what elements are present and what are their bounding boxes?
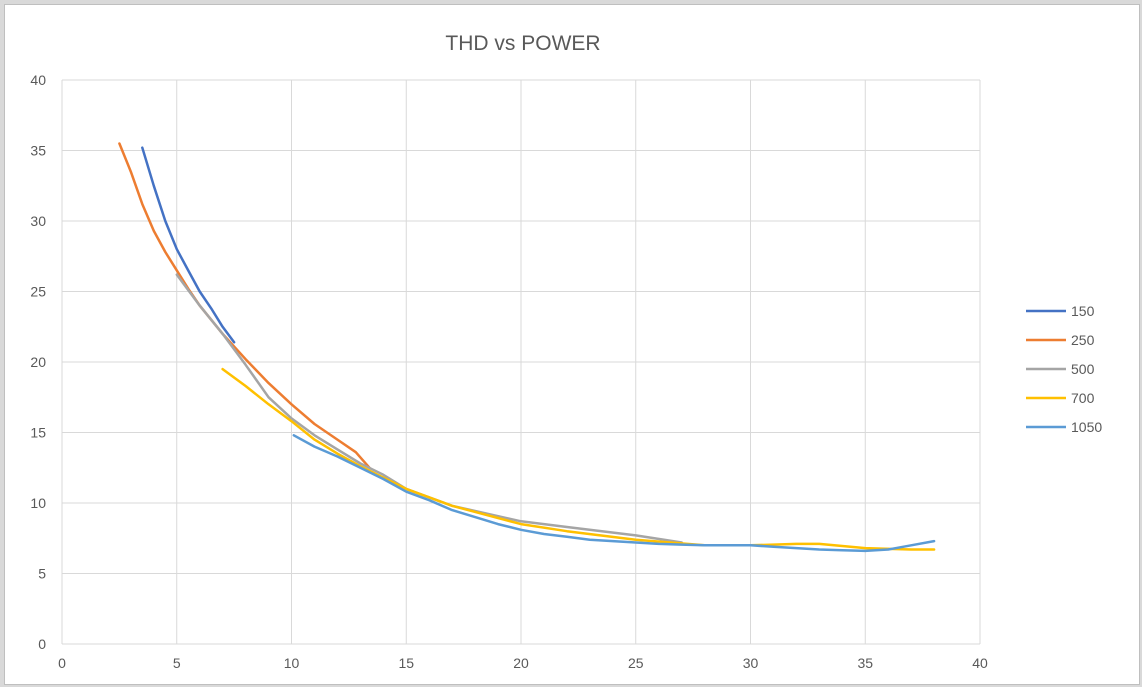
y-tick-label: 15 xyxy=(30,425,46,441)
chart-title: THD vs POWER xyxy=(445,32,600,55)
y-axis-ticks: 0 5 10 15 20 25 30 35 40 xyxy=(30,72,46,652)
x-tick-label: 25 xyxy=(628,655,644,671)
series-lines xyxy=(118,142,936,553)
y-tick-label: 0 xyxy=(38,636,46,652)
series-line-500 xyxy=(175,273,683,544)
y-tick-label: 30 xyxy=(30,213,46,229)
series-line-1050 xyxy=(292,434,936,553)
x-tick-label: 0 xyxy=(58,655,66,671)
legend-label-250: 250 xyxy=(1071,332,1095,348)
y-tick-label: 10 xyxy=(30,495,46,511)
legend: 150 250 500 700 1050 xyxy=(1026,303,1102,435)
legend-label-700: 700 xyxy=(1071,390,1095,406)
x-tick-label: 35 xyxy=(857,655,873,671)
x-axis-ticks: 0 5 10 15 20 25 30 35 40 xyxy=(58,655,988,671)
chart-frame xyxy=(4,4,1140,685)
x-tick-label: 20 xyxy=(513,655,529,671)
y-tick-label: 40 xyxy=(30,72,46,88)
x-tick-label: 15 xyxy=(398,655,414,671)
y-tick-label: 20 xyxy=(30,354,46,370)
series-line-700 xyxy=(221,367,936,551)
series-line-150 xyxy=(141,146,236,344)
x-tick-label: 40 xyxy=(972,655,988,671)
y-tick-label: 25 xyxy=(30,284,46,300)
legend-label-1050: 1050 xyxy=(1071,419,1102,435)
x-tick-label: 10 xyxy=(284,655,300,671)
legend-label-150: 150 xyxy=(1071,303,1095,319)
y-tick-label: 35 xyxy=(30,143,46,159)
x-tick-label: 5 xyxy=(173,655,181,671)
legend-label-500: 500 xyxy=(1071,361,1095,377)
x-tick-label: 30 xyxy=(743,655,759,671)
y-tick-label: 5 xyxy=(38,566,46,582)
gridlines xyxy=(61,79,981,645)
